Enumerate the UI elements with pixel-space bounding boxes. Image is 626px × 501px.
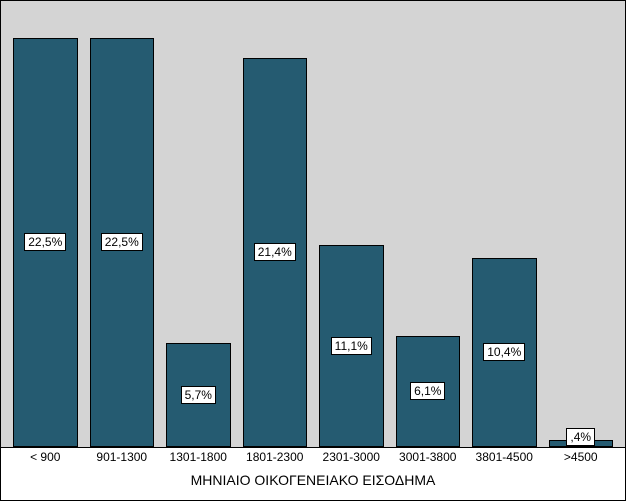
x-tick: < 900 — [7, 448, 84, 464]
bar-slot: 6,1% — [390, 1, 467, 447]
bar-1: 22,5% — [90, 38, 155, 447]
x-tick: 1801-2300 — [237, 448, 314, 464]
x-tick: 3801-4500 — [466, 448, 543, 464]
x-axis-title: ΜΗΝΙΑΙΟ ΟΙΚΟΓΕΝΕΙΑΚΟ ΕΙΣΟΔΗΜΑ — [1, 468, 625, 494]
x-tick: 1301-1800 — [160, 448, 237, 464]
bar-slot: 11,1% — [313, 1, 390, 447]
bar-value-label: 5,7% — [181, 386, 216, 404]
bar-slot: 21,4% — [237, 1, 314, 447]
bar-value-label: 22,5% — [24, 233, 66, 251]
bar-4: 11,1% — [319, 245, 384, 447]
bar-7: ,4% — [549, 440, 614, 447]
bar-0: 22,5% — [13, 38, 78, 447]
bar-value-label: 21,4% — [254, 243, 296, 261]
x-tick: 2301-3000 — [313, 448, 390, 464]
bar-6: 10,4% — [472, 258, 537, 447]
bar-slot: 10,4% — [466, 1, 543, 447]
bar-slot: 22,5% — [84, 1, 161, 447]
bar-value-label: 11,1% — [331, 337, 372, 355]
bar-value-label: ,4% — [566, 428, 595, 446]
x-tick: >4500 — [543, 448, 620, 464]
bar-3: 21,4% — [243, 58, 308, 447]
x-ticks: < 900 901-1300 1301-1800 1801-2300 2301-… — [1, 448, 625, 468]
bars-group: 22,5% 22,5% 5,7% 21,4% 11,1% — [1, 1, 625, 447]
bar-5: 6,1% — [396, 336, 461, 447]
bar-slot: 5,7% — [160, 1, 237, 447]
x-axis: < 900 901-1300 1301-1800 1801-2300 2301-… — [1, 448, 625, 500]
bar-value-label: 6,1% — [410, 382, 445, 400]
x-tick: 3001-3800 — [390, 448, 467, 464]
bar-value-label: 22,5% — [101, 233, 143, 251]
chart-container: 22,5% 22,5% 5,7% 21,4% 11,1% — [0, 0, 626, 501]
bar-value-label: 10,4% — [483, 343, 525, 361]
bar-slot: 22,5% — [7, 1, 84, 447]
plot-area: 22,5% 22,5% 5,7% 21,4% 11,1% — [1, 1, 625, 448]
bar-2: 5,7% — [166, 343, 231, 447]
x-tick: 901-1300 — [84, 448, 161, 464]
bar-slot: ,4% — [543, 1, 620, 447]
